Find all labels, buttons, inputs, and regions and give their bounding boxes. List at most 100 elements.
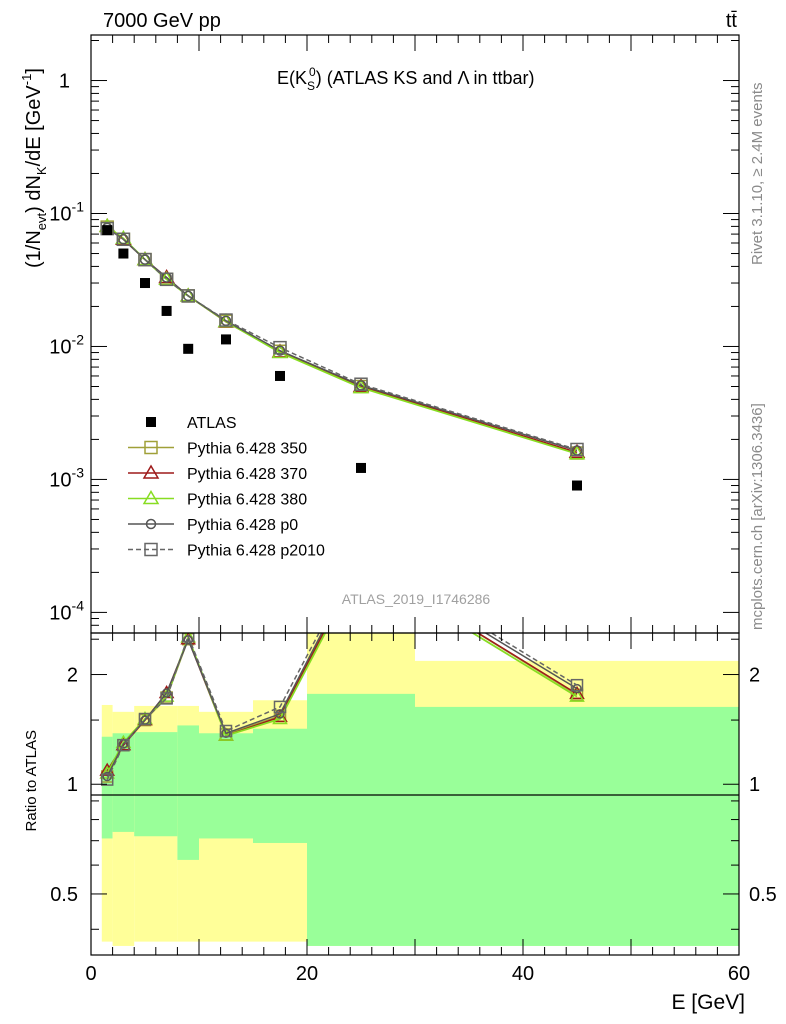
x-tick-label: 60	[728, 963, 750, 985]
series-line-5	[106, 227, 578, 451]
data-point-s0-8	[572, 480, 582, 491]
data-point-s5-4	[181, 289, 195, 303]
chart-title: E(KS0) (ATLAS KS and Λ in ttbar)	[277, 65, 535, 93]
legend: ATLAS Pythia 6.428 350 Pythia 6.428 370 Pyt…	[128, 415, 325, 560]
data-point-s4-4	[182, 290, 194, 302]
ratio-y-tick-label-right: 2	[749, 665, 760, 687]
data-point-s5-1	[116, 232, 131, 247]
title-sub: S	[307, 79, 315, 93]
uncertainty-band-green-6	[307, 693, 415, 946]
bottom-panel-frame	[90, 632, 740, 956]
data-point-s5-6	[273, 340, 287, 355]
data-point-s5-5	[219, 313, 233, 327]
header-right: tt̄	[726, 10, 738, 32]
data-point-s0-5	[221, 334, 231, 345]
rivet-label: Rivet 3.1.10, ≥ 2.4M events	[749, 83, 766, 266]
ratio-point-s2-8	[569, 688, 585, 702]
ratio-point-s4-7	[356, 548, 367, 559]
data-point-s5-3	[159, 272, 174, 287]
ratio-point-s2-7	[355, 558, 368, 569]
legend-marker-2	[142, 464, 160, 479]
legend-label-0: ATLAS	[187, 415, 237, 432]
y-tick-label: 10-1	[49, 198, 84, 225]
data-point-s3-3	[158, 270, 175, 286]
y-tick-label: 10-3	[49, 464, 84, 491]
data-point-s0-3	[161, 305, 172, 316]
data-point-s0-1	[118, 248, 129, 259]
data-point-s0-2	[140, 278, 150, 289]
data-point-s3-6	[271, 344, 289, 359]
x-tick-label: 20	[296, 963, 318, 985]
data-point-s5-2	[138, 252, 152, 267]
title-sup: 0	[309, 65, 316, 79]
title-rest: ) (ATLAS KS and Λ in ttbar)	[316, 68, 535, 88]
legend-label-3: Pythia 6.428 380	[187, 492, 307, 509]
data-point-s4-5	[220, 315, 232, 327]
uncertainty-band-green-2	[134, 732, 178, 837]
mcplots-label: mcplots.cern.ch [arXiv:1306.3436]	[749, 403, 766, 630]
data-point-s4-1	[118, 234, 129, 245]
ratio-point-s4-3	[160, 692, 173, 705]
legend-marker-1	[144, 440, 158, 455]
y-tick-label: 10-4	[49, 597, 84, 624]
data-point-s4-6	[274, 345, 286, 356]
ratio-y-tick-label: 0.5	[50, 884, 78, 906]
x-tick-label: 40	[512, 963, 534, 985]
data-point-s0-6	[275, 370, 285, 381]
data-point-s3-7	[352, 379, 370, 394]
ratio-point-s4-6	[273, 700, 287, 714]
title-main: E(K	[277, 68, 307, 88]
ratio-y-tick-label-right: 0.5	[749, 884, 777, 906]
legend-label-4: Pythia 6.428 p0	[187, 517, 298, 534]
x-axis-title: E [GeV]	[671, 991, 745, 1014]
legend-marker-3	[142, 490, 160, 505]
x-tick-label: 0	[85, 963, 96, 985]
series-line-3	[106, 225, 578, 455]
ratio-y-tick-label-right: 1	[749, 774, 760, 796]
ratio-y-tick-label: 1	[67, 774, 78, 796]
legend-marker-4	[145, 518, 157, 530]
uncertainty-band-green-4	[199, 733, 253, 839]
ratio-point-s4-5	[219, 724, 233, 738]
ratio-point-s3-7	[357, 553, 365, 561]
series-line-2	[106, 225, 578, 454]
ratio-point-s4-8	[570, 678, 584, 692]
uncertainty-band-green-0	[101, 736, 113, 839]
ratio-y-tick-label: 2	[67, 665, 78, 687]
ratio-point-s0-7	[356, 555, 367, 566]
ratio-point-s3-6	[275, 709, 285, 719]
ratio-point-s4-2	[138, 712, 152, 726]
data-point-s5-7	[354, 377, 368, 391]
legend-label-5: Pythia 6.428 p2010	[187, 543, 325, 560]
ratio-point-s2-6	[272, 711, 288, 725]
legend-marker-5	[144, 542, 158, 557]
data-point-s0-4	[183, 343, 194, 354]
data-point-s0-0	[102, 225, 113, 236]
series-line-1	[106, 226, 578, 454]
ratio-point-s1-8	[569, 685, 585, 700]
ratio-point-s4-0	[100, 773, 114, 786]
uncertainty-band-green-3	[177, 725, 199, 860]
data-point-s4-2	[139, 254, 151, 265]
header-left: 7000 GeV pp	[103, 10, 221, 32]
data-point-s5-8	[570, 442, 584, 457]
ratio-point-s3-4	[183, 635, 193, 645]
uncertainty-band-green-7	[415, 706, 739, 946]
legend-marker-0	[146, 417, 156, 427]
top-y-axis-title: (1/Nevt) dNK/dE [GeV-1]	[19, 68, 49, 268]
ratio-point-s4-1	[117, 738, 130, 752]
y-tick-label: 1	[59, 71, 70, 93]
legend-label-2: Pythia 6.428 370	[187, 466, 307, 483]
bottom-y-axis-title: Ratio to ATLAS	[23, 730, 40, 831]
analysis-watermark: ATLAS_2019_I1746286	[342, 591, 491, 607]
series-line-4	[106, 227, 578, 452]
data-point-s0-7	[356, 462, 366, 473]
ratio-point-s1-7	[355, 554, 368, 565]
legend-label-1: Pythia 6.428 350	[187, 441, 307, 458]
ratio-line-4	[106, 633, 578, 780]
ratio-point-s3-0	[102, 771, 112, 782]
ratio-point-s4-4	[181, 633, 195, 643]
y-tick-label: 10-2	[49, 331, 84, 358]
uncertainty-band-green-5	[253, 728, 307, 843]
